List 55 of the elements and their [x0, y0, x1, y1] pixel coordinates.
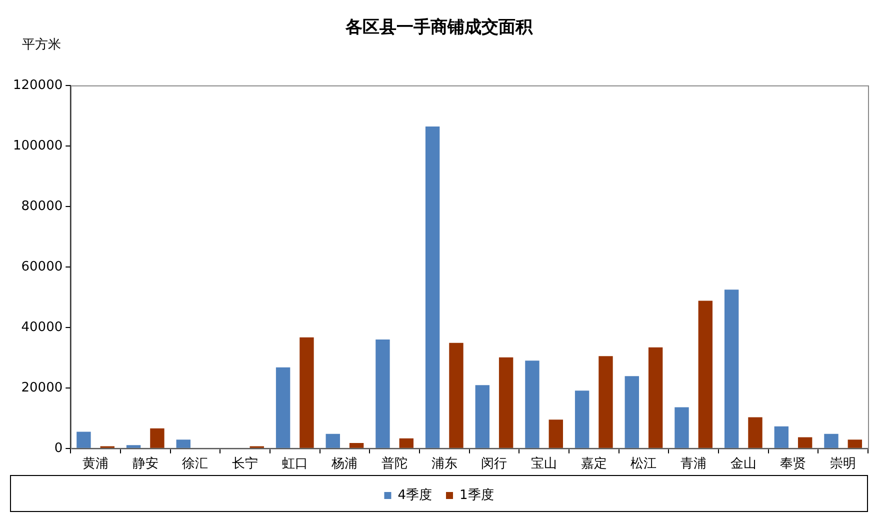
bar — [349, 442, 364, 448]
bar — [399, 438, 414, 448]
bar — [574, 390, 590, 448]
x-tick-label: 闵行 — [481, 456, 508, 472]
x-tick-label: 徐汇 — [182, 456, 208, 472]
bar — [276, 367, 290, 448]
x-tick-label: 虹口 — [282, 456, 308, 472]
y-tick-label: 20000 — [21, 380, 63, 396]
bar — [848, 440, 862, 448]
y-tick-label: 120000 — [12, 78, 63, 93]
x-tick-label: 崇明 — [830, 456, 856, 472]
y-tick-label: 40000 — [21, 320, 63, 335]
legend-label: 1季度 — [460, 486, 494, 503]
bar — [376, 340, 390, 448]
bar — [748, 417, 762, 448]
y-tick-label: 80000 — [21, 198, 63, 214]
bar — [624, 376, 640, 448]
x-tick-label: 长宁 — [232, 456, 258, 472]
bar — [798, 437, 812, 448]
bar — [425, 126, 440, 448]
bar — [648, 347, 663, 448]
chart-title: 各区县一手商铺成交面积 — [344, 18, 534, 38]
bar — [674, 407, 689, 448]
x-tick-label: 杨浦 — [330, 456, 358, 472]
x-tick-label: 浦东 — [431, 456, 458, 472]
x-tick-label: 青浦 — [680, 456, 707, 472]
y-tick-label: 0 — [54, 440, 63, 456]
x-tick-label: 宝山 — [531, 456, 558, 472]
bar — [598, 356, 613, 448]
y-axis-title: 平方米 — [22, 36, 61, 52]
bar — [300, 337, 314, 448]
bar — [525, 360, 540, 448]
x-tick-label: 松江 — [630, 456, 657, 472]
y-tick-label: 100000 — [12, 138, 63, 154]
y-tick-label: 60000 — [21, 259, 63, 274]
x-tick-label: 静安 — [132, 456, 158, 472]
bar — [150, 428, 164, 448]
bar — [824, 434, 838, 448]
bar — [126, 445, 141, 448]
bar — [774, 426, 789, 448]
x-tick-label: 普陀 — [382, 456, 408, 472]
bar — [176, 440, 190, 448]
x-tick-label: 金山 — [730, 456, 756, 472]
bar — [698, 300, 713, 448]
x-tick-label: 嘉定 — [580, 456, 607, 472]
bar — [475, 385, 490, 448]
bar — [449, 342, 464, 448]
bar — [548, 420, 564, 448]
x-tick-label: 奉贤 — [780, 456, 806, 472]
bar — [326, 434, 340, 448]
x-tick-label: 黄浦 — [82, 456, 109, 472]
bar — [724, 290, 739, 448]
legend-label: 4季度 — [398, 486, 432, 503]
bar — [76, 432, 91, 448]
bar — [498, 357, 514, 448]
